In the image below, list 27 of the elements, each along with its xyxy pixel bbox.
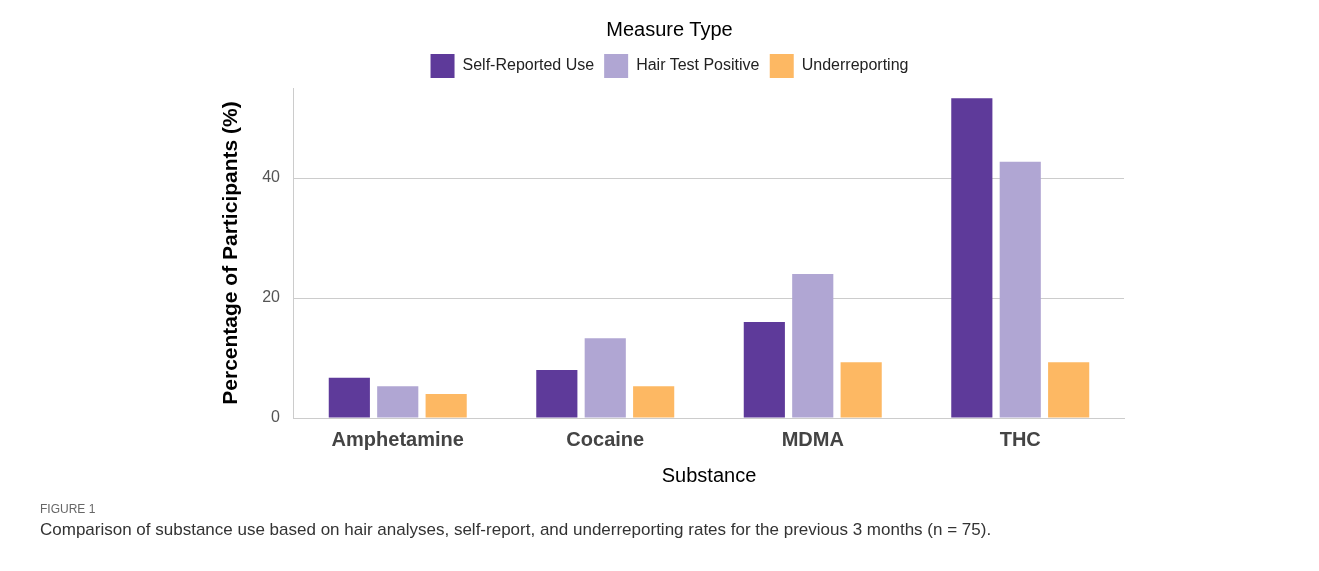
caption: FIGURE 1	[40, 502, 97, 516]
x-tick-label: MDMA	[781, 427, 844, 450]
bar	[536, 370, 578, 418]
bar	[999, 161, 1041, 418]
bar	[840, 362, 882, 418]
bar	[328, 377, 370, 418]
bar	[584, 338, 626, 418]
bar	[743, 322, 785, 418]
y-tick-label: 40	[262, 168, 281, 186]
legend-title: Measure Type	[606, 17, 733, 40]
bar	[425, 394, 467, 418]
text: Comparison of substance use based on hair analyses, self-report, and underreporting rates for the previous 3 months (n = 75).	[40, 520, 993, 540]
y-axis-title: Percentage of Participants (%)	[218, 101, 242, 405]
y-tick-label: 20	[262, 288, 281, 306]
bar	[633, 386, 675, 418]
x-tick-label: THC	[999, 427, 1041, 450]
x-tick-label: Cocaine	[566, 427, 645, 450]
y-tick-label: 0	[271, 408, 281, 426]
x-axis-title: Substance	[661, 463, 757, 486]
bar	[377, 386, 419, 418]
legend-label: Underreporting	[801, 56, 909, 74]
legend-label: Self-Reported Use	[462, 56, 595, 74]
x-tick-label: Amphetamine	[331, 427, 464, 450]
bar	[792, 274, 834, 418]
legend-label: Hair Test Positive	[636, 56, 760, 74]
bar	[951, 98, 993, 418]
bar	[1048, 362, 1090, 418]
